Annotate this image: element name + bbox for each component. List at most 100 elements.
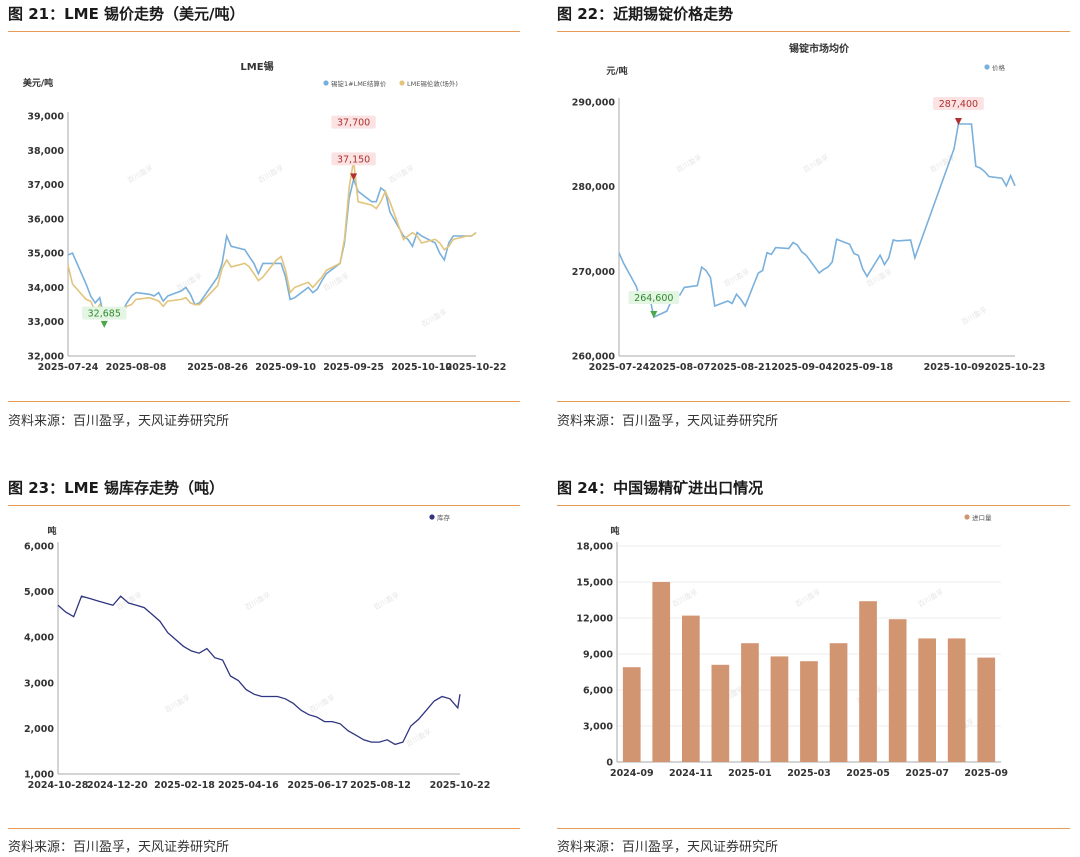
- y-tick-label: 39,000: [27, 112, 64, 123]
- x-tick-label: 2025-10-09: [924, 362, 985, 373]
- y-tick-label: 280,000: [572, 182, 616, 193]
- watermark-text: 百川盈孚: [175, 271, 204, 293]
- footer-rule: [557, 828, 1070, 829]
- x-tick-label: 2025-08-26: [187, 362, 248, 373]
- x-tick-label: 2024-10-28: [28, 780, 89, 791]
- figure-source: 资料来源：百川盈孚，天风证券研究所: [8, 840, 230, 855]
- watermark-text: 百川盈孚: [115, 590, 144, 612]
- watermark-text: 百川盈孚: [256, 163, 285, 185]
- y-tick-label: 18,000: [576, 542, 613, 553]
- footer-rule: [557, 401, 1070, 402]
- watermark-text: 百川盈孚: [675, 152, 704, 174]
- bar: [859, 601, 877, 762]
- legend-label: 进口量: [972, 514, 992, 522]
- footer-rule: [8, 828, 520, 829]
- watermark-text: 百川盈孚: [372, 590, 401, 612]
- x-tick-label: 2025-08-21: [710, 362, 771, 373]
- y-tick-label: 35,000: [27, 249, 64, 260]
- data-label-box: [933, 97, 984, 111]
- chart-title: LME锡: [240, 60, 273, 73]
- legend-swatch: [323, 80, 329, 86]
- watermark-text: 百川盈孚: [793, 587, 822, 609]
- x-tick-label: 2025-09-18: [832, 362, 893, 373]
- y-tick-label: 1,000: [24, 770, 54, 781]
- footer-rule: [8, 401, 520, 402]
- x-tick-label: 2025-09-10: [255, 362, 316, 373]
- x-tick-label: 2025-01: [728, 768, 772, 779]
- y-tick-label: 33,000: [27, 317, 64, 328]
- bar: [829, 643, 848, 762]
- bar: [770, 656, 789, 762]
- figure-heading: 图 22：近期锡锭价格走势: [557, 5, 734, 23]
- bar: [682, 615, 700, 762]
- x-tick-label: 2024-11: [669, 768, 713, 779]
- series-line: [57, 595, 461, 746]
- y-tick-label: 38,000: [27, 146, 64, 157]
- figure-source: 资料来源：百川盈孚，天风证券研究所: [557, 840, 779, 855]
- x-tick-label: 2025-08-08: [106, 362, 167, 373]
- data-label: 264,600: [634, 293, 673, 304]
- y-tick-label: 15,000: [576, 578, 613, 589]
- figure-heading: 图 24：中国锡精矿进出口情况: [557, 479, 764, 497]
- max-marker: [350, 173, 358, 181]
- y-tick-label: 6,000: [24, 542, 54, 553]
- y-tick-label: 290,000: [572, 98, 616, 109]
- y-tick-label: 32,000: [27, 352, 64, 363]
- data-label-box: [82, 306, 127, 320]
- y-tick-label: 4,000: [24, 633, 54, 644]
- watermark-text: 百川盈孚: [670, 587, 699, 609]
- figure-23-panel: 图 23：LME 锡库存走势（吨） 百川盈孚 百川盈孚 百川盈孚 百川盈孚 百川盈孚 百川…: [8, 474, 520, 855]
- x-tick-label: 2025-05: [846, 768, 890, 779]
- data-label-box: [628, 291, 680, 305]
- figure-source: 资料来源：百川盈孚，天风证券研究所: [8, 414, 230, 429]
- figure-22-panel: 图 22：近期锡锭价格走势 百川盈孚 百川盈孚 百川盈孚 百川盈孚 百川盈孚 百川盈孚 锡锭…: [557, 0, 1070, 432]
- x-tick-label: 2024-09: [610, 768, 654, 779]
- heading-rule: [557, 505, 1070, 506]
- y-tick-label: 270,000: [572, 267, 616, 278]
- series-line: [618, 123, 1016, 319]
- figure-24-panel: 图 24：中国锡精矿进出口情况 百川盈孚百川盈孚百川盈孚百川盈孚百川盈孚百川盈孚…: [557, 474, 1070, 855]
- watermark-text: 百川盈孚: [722, 267, 751, 289]
- min-marker: [650, 311, 658, 319]
- bar: [977, 657, 996, 762]
- series-line: [67, 160, 477, 316]
- figure-21-panel: 图 21：LME 锡价走势（美元/吨） 百川盈孚 百川盈孚 百川盈孚 百川盈孚 百川盈孚…: [8, 0, 520, 432]
- min-marker: [100, 320, 108, 328]
- figure-heading: 图 23：LME 锡库存走势（吨）: [8, 479, 225, 497]
- bar: [888, 619, 907, 762]
- x-tick-label: 2025-09-25: [323, 362, 384, 373]
- x-tick-label: 2025-03: [787, 768, 831, 779]
- bar: [800, 661, 818, 762]
- watermark-text: 百川盈孚: [801, 152, 830, 174]
- watermark-text: 百川盈孚: [928, 152, 957, 174]
- data-label: 37,150: [337, 154, 370, 165]
- figure-source: 资料来源：百川盈孚，天风证券研究所: [557, 414, 779, 429]
- legend-swatch: [984, 64, 990, 70]
- watermark-text: 百川盈孚: [387, 163, 416, 185]
- y-axis-unit: 元/吨: [606, 65, 627, 77]
- y-tick-label: 0: [606, 758, 613, 769]
- x-tick-label: 2024-12-20: [87, 780, 148, 791]
- x-tick-label: 2025-04-16: [218, 780, 279, 791]
- figure-heading: 图 21：LME 锡价走势（美元/吨）: [8, 5, 245, 23]
- legend-label: LME锡伦敦(场外): [407, 79, 458, 88]
- data-label-box: [331, 152, 376, 166]
- watermark-text: 百川盈孚: [865, 267, 894, 289]
- y-tick-label: 260,000: [572, 352, 616, 363]
- bar: [622, 667, 641, 762]
- bar: [918, 638, 936, 762]
- legend-label: 价格: [992, 63, 1006, 72]
- x-tick-label: 2025-07: [905, 768, 949, 779]
- x-tick-label: 2025-06-17: [287, 780, 348, 791]
- x-tick-label: 2025-02-18: [154, 780, 215, 791]
- watermark-text: 百川盈孚: [420, 307, 449, 329]
- data-label-box: [331, 115, 376, 129]
- y-tick-label: 34,000: [27, 283, 64, 294]
- x-tick-label: 2025-07-24: [38, 362, 99, 373]
- x-tick-label: 2025-09: [964, 768, 1008, 779]
- chart-title: 锡锭市场均价: [789, 42, 850, 55]
- x-tick-label: 2025-08-07: [650, 362, 711, 373]
- heading-rule: [8, 31, 520, 32]
